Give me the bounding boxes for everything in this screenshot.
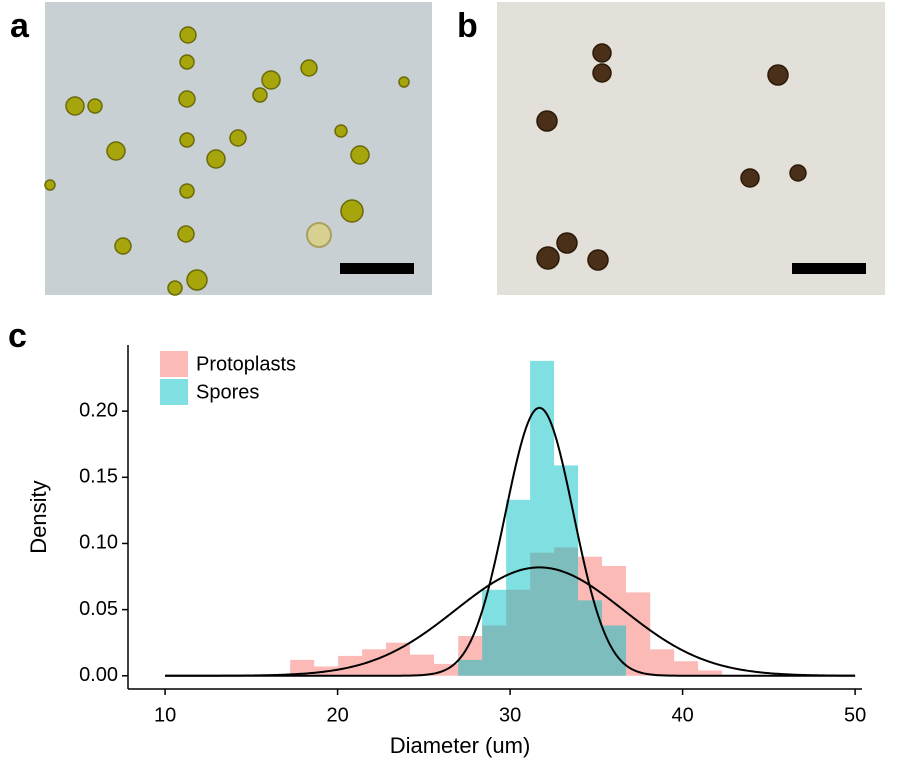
bar <box>290 659 315 676</box>
legend-label: Spores <box>196 381 259 403</box>
y-axis-title: Density <box>26 480 51 553</box>
bar <box>458 659 483 676</box>
y-tick-label: 0.00 <box>79 664 118 686</box>
panel-label: a <box>10 7 30 45</box>
x-tick-label: 30 <box>499 704 521 726</box>
bar <box>554 465 579 676</box>
bar <box>386 642 411 676</box>
bar <box>530 360 555 676</box>
x-tick-label: 50 <box>844 704 866 726</box>
y-tick-label: 0.15 <box>79 466 118 488</box>
legend-swatch <box>160 351 188 377</box>
bar <box>578 600 603 676</box>
x-axis-title: Diameter (um) <box>390 733 531 758</box>
micrograph-b <box>497 2 885 295</box>
density-curve <box>165 406 856 677</box>
y-tick-label: 0.05 <box>79 598 118 620</box>
x-tick-label: 10 <box>154 704 176 726</box>
x-tick-label: 20 <box>326 704 348 726</box>
x-tick-label: 40 <box>671 704 693 726</box>
bar <box>650 649 675 676</box>
legend-label: Protoplasts <box>196 353 296 375</box>
bar <box>482 589 507 676</box>
bar <box>338 655 363 676</box>
bar <box>674 661 699 676</box>
y-tick-label: 0.10 <box>79 532 118 554</box>
y-tick-label: 0.20 <box>79 399 118 421</box>
bar <box>698 670 723 676</box>
bar <box>626 592 651 676</box>
bar <box>362 649 387 676</box>
bar <box>506 499 531 676</box>
micrograph-a <box>44 2 432 296</box>
panel-label: c <box>8 317 27 355</box>
bar <box>410 654 435 676</box>
panel-label: b <box>457 7 478 45</box>
legend-swatch <box>160 379 188 405</box>
